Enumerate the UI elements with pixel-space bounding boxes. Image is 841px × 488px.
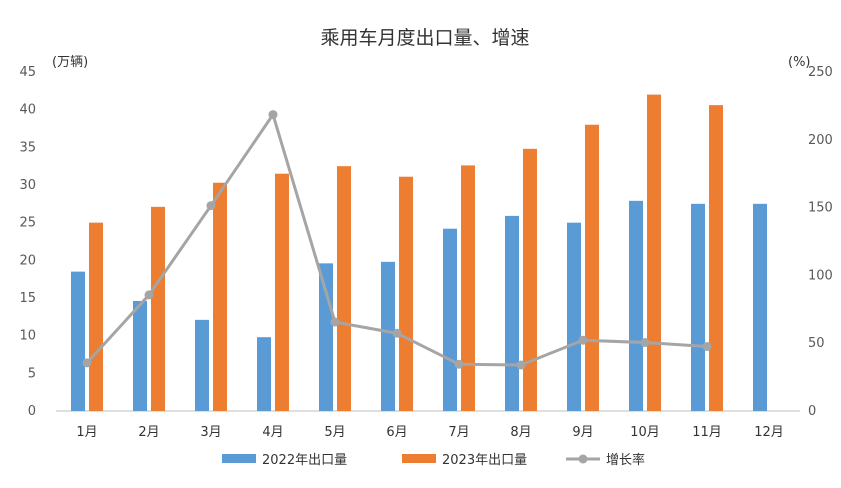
bar-2022 — [381, 261, 395, 411]
bar-2022 — [195, 319, 209, 411]
x-tick-label: 11月 — [692, 425, 722, 440]
legend: 2022年出口量 2023年出口量 增长率 — [222, 452, 645, 468]
y-left-tick-label: 30 — [19, 178, 36, 193]
x-tick-label: 6月 — [386, 425, 407, 440]
x-tick-label: 8月 — [510, 425, 531, 440]
growth-point — [516, 360, 526, 370]
bar-2023 — [337, 166, 351, 411]
bar-2022 — [71, 271, 85, 411]
y-left-tick-label: 5 — [28, 366, 36, 381]
bar-2022 — [629, 200, 643, 411]
bar-2023 — [461, 165, 475, 411]
bar-2023 — [151, 206, 165, 411]
y-left-tick-label: 35 — [19, 140, 36, 155]
bar-2022 — [691, 203, 705, 411]
bar-2023 — [213, 182, 227, 411]
bar-2022 — [567, 222, 581, 411]
bar-2023 — [275, 173, 289, 411]
bar-2022 — [257, 337, 271, 411]
growth-point — [144, 290, 154, 300]
bar-2022 — [443, 228, 457, 411]
bars — [71, 94, 767, 411]
y-left-tick-label: 20 — [19, 253, 36, 268]
x-tick-label: 5月 — [324, 425, 345, 440]
bar-2023 — [647, 94, 661, 411]
growth-point — [640, 338, 650, 348]
y-right-tick-label: 100 — [808, 268, 833, 283]
y-right-tick-label: 150 — [808, 201, 833, 216]
y-right-tick-label: 250 — [808, 65, 833, 80]
x-tick-label: 2月 — [138, 425, 159, 440]
y-left-tick-label: 40 — [19, 103, 36, 118]
y-left-tick-label: 0 — [28, 404, 36, 419]
bar-2022 — [753, 203, 767, 411]
growth-point — [330, 317, 340, 327]
growth-point — [578, 335, 588, 345]
growth-point — [82, 358, 92, 368]
y-right-tick-label: 50 — [808, 336, 825, 351]
chart-title: 乘用车月度出口量、增速 — [320, 27, 529, 49]
bar-2022 — [133, 301, 147, 411]
growth-point — [206, 201, 216, 211]
x-tick-label: 12月 — [754, 425, 784, 440]
legend-swatch — [402, 454, 436, 463]
bar-2022 — [505, 215, 519, 411]
y-axis-right-label: (%) — [788, 55, 811, 70]
legend-label: 2023年出口量 — [442, 453, 527, 468]
bar-2023 — [523, 148, 537, 411]
y-left-tick-label: 10 — [19, 329, 36, 344]
y-right-tick-label: 200 — [808, 133, 833, 148]
x-tick-label: 7月 — [448, 425, 469, 440]
growth-point — [268, 110, 278, 120]
x-tick-label: 9月 — [572, 425, 593, 440]
bar-2023 — [585, 124, 599, 411]
legend-swatch — [222, 454, 256, 463]
growth-line — [82, 110, 712, 370]
axes: 0 5 10 15 20 25 30 35 40 45 0 50 100 150 200 250 1月 2月 3月 4… — [19, 65, 832, 440]
growth-point — [702, 341, 712, 351]
legend-label: 增长率 — [606, 452, 645, 468]
growth-line-path — [85, 113, 708, 367]
legend-swatch-marker — [578, 454, 588, 464]
y-left-tick-label: 45 — [19, 65, 36, 80]
y-right-tick-label: 0 — [808, 404, 816, 419]
bar-2023 — [89, 222, 103, 411]
y-left-tick-label: 25 — [19, 216, 36, 231]
y-axis-left-label: (万辆) — [52, 55, 88, 70]
bar-2023 — [399, 176, 413, 411]
bar-2023 — [709, 105, 723, 411]
bar-2022 — [319, 263, 333, 411]
growth-point — [392, 328, 402, 338]
x-tick-label: 3月 — [200, 425, 221, 440]
y-left-tick-label: 15 — [19, 291, 36, 306]
x-tick-label: 10月 — [630, 425, 660, 440]
x-tick-label: 4月 — [262, 425, 283, 440]
x-tick-label: 1月 — [76, 425, 97, 440]
legend-label: 2022年出口量 — [262, 453, 347, 468]
growth-point — [454, 359, 464, 369]
